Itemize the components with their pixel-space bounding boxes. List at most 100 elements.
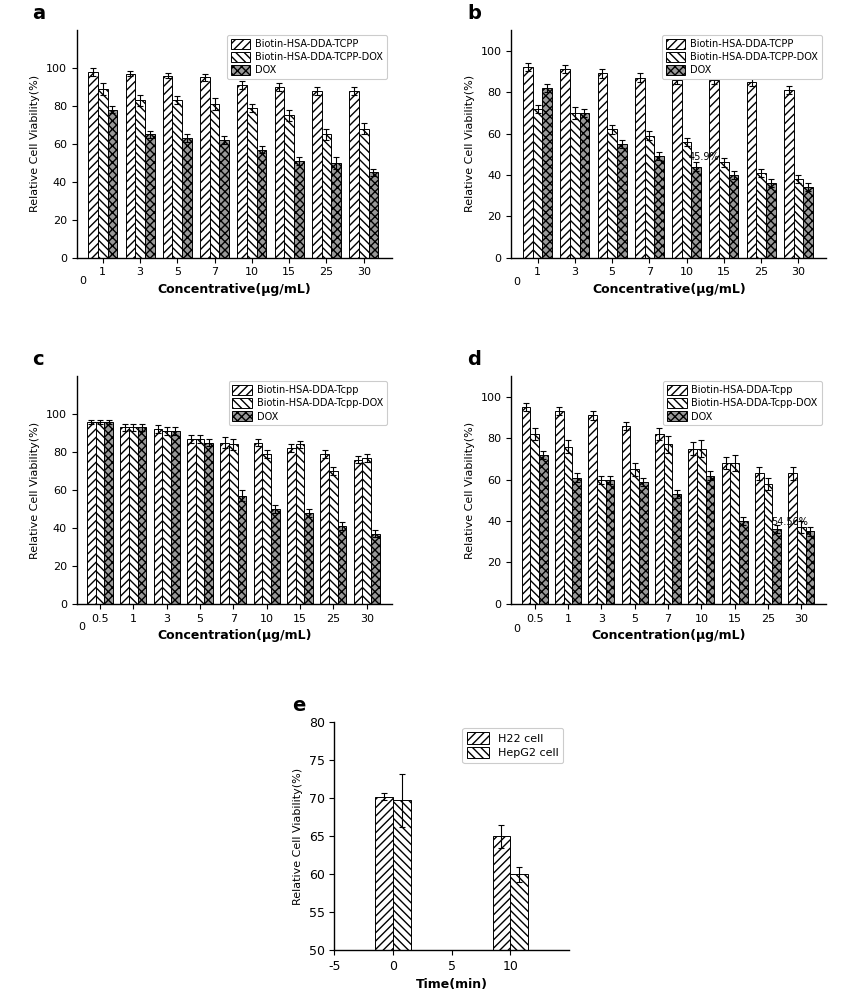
Bar [539,455,548,604]
Bar [755,473,763,604]
Text: d: d [467,350,481,369]
Bar [622,426,630,604]
Y-axis label: Relative Cell Viability(%): Relative Cell Viability(%) [293,768,303,905]
Bar [256,150,267,258]
Bar [163,431,171,604]
Bar [349,91,359,258]
Bar [369,172,378,258]
Bar [107,110,118,258]
Bar [89,72,98,258]
Bar [570,113,579,258]
Legend: Biotin-HSA-DDA-TCPP, Biotin-HSA-DDA-TCPP-DOX, DOX: Biotin-HSA-DDA-TCPP, Biotin-HSA-DDA-TCPP… [227,35,387,79]
Bar [362,458,371,604]
Bar [371,534,380,604]
Bar [722,463,730,604]
Bar [803,187,813,258]
Bar [220,140,229,258]
Bar [806,531,815,604]
Bar [617,144,626,258]
Bar [171,431,180,604]
Bar [746,82,757,258]
Bar [125,74,135,258]
Bar [510,874,527,1000]
Bar [692,167,701,258]
Legend: Biotin-HSA-DDA-TCPP, Biotin-HSA-DDA-TCPP-DOX, DOX: Biotin-HSA-DDA-TCPP, Biotin-HSA-DDA-TCPP… [662,35,821,79]
Bar [635,78,644,258]
Bar [597,480,606,604]
Bar [531,434,539,604]
Bar [710,80,719,258]
Bar [655,434,664,604]
Bar [182,138,192,258]
Text: 0: 0 [78,622,85,632]
Bar [274,87,285,258]
Text: 0: 0 [78,276,86,286]
Bar [784,90,793,258]
Bar [320,454,329,604]
X-axis label: Concentrative(μg/mL): Concentrative(μg/mL) [592,283,746,296]
Bar [312,91,321,258]
X-axis label: Concentration(μg/mL): Concentration(μg/mL) [157,629,312,642]
Bar [589,415,597,604]
Bar [639,482,648,604]
Bar [573,478,581,604]
Bar [564,447,573,604]
Bar [672,494,681,604]
Bar [556,411,564,604]
Legend: H22 cell, HepG2 cell: H22 cell, HepG2 cell [463,728,563,763]
Bar [153,429,163,604]
Y-axis label: Relative Cell Viability(%): Relative Cell Viability(%) [31,75,40,212]
Y-axis label: Relative Cell Viability(%): Relative Cell Viability(%) [465,421,475,559]
Text: 0: 0 [513,624,520,634]
Y-axis label: Relative Cell Viability(%): Relative Cell Viability(%) [31,421,40,559]
Text: 54.56%: 54.56% [771,517,809,527]
Bar [788,473,797,604]
Bar [204,443,213,604]
Bar [728,175,739,258]
Bar [95,422,104,604]
Bar [682,142,692,258]
Bar [561,69,570,258]
Bar [607,129,617,258]
Bar [172,100,182,258]
Bar [120,427,129,604]
Bar [532,109,543,258]
Bar [354,460,362,604]
Bar [543,88,552,258]
Text: 45.9%: 45.9% [688,152,719,162]
Bar [739,521,748,604]
Bar [393,800,411,1000]
Bar [135,100,145,258]
Bar [229,444,238,604]
Bar [254,443,262,604]
Bar [337,526,347,604]
Bar [247,108,256,258]
Bar [719,162,728,258]
Bar [145,134,154,258]
Y-axis label: Relative Cell Viability(%): Relative Cell Viability(%) [465,75,475,212]
Bar [763,484,773,604]
Text: e: e [292,696,306,715]
Bar [294,161,303,258]
Bar [285,115,294,258]
Bar [644,136,654,258]
X-axis label: Concentrative(μg/mL): Concentrative(μg/mL) [158,283,311,296]
Bar [773,529,781,604]
Bar [688,449,697,604]
Bar [664,444,672,604]
Bar [287,448,296,604]
Bar [579,113,590,258]
Text: a: a [32,4,46,23]
Bar [630,469,639,604]
Bar [793,179,803,258]
Bar [697,449,705,604]
Bar [221,443,229,604]
Bar [296,444,304,604]
Bar [321,134,331,258]
Bar [376,797,393,1000]
Bar [654,156,664,258]
Bar [797,527,806,604]
Legend: Biotin-HSA-DDA-Tcpp, Biotin-HSA-DDA-Tcpp-DOX, DOX: Biotin-HSA-DDA-Tcpp, Biotin-HSA-DDA-Tcpp… [228,381,387,425]
Bar [196,439,204,604]
Text: c: c [32,350,44,369]
